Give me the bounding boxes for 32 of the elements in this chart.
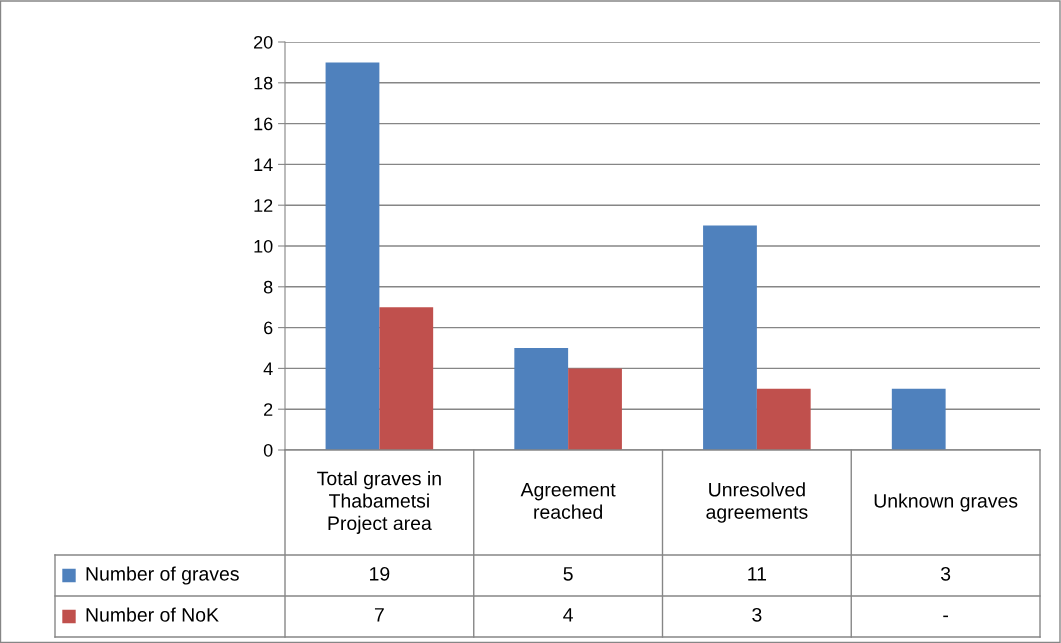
- y-tick-label: 12: [254, 199, 273, 212]
- bar: [891, 388, 946, 450]
- data-label: 3: [752, 607, 762, 622]
- data-label: 5: [563, 567, 573, 581]
- y-tick-label: 0: [263, 443, 273, 457]
- bar: [568, 368, 622, 450]
- bar: [379, 307, 434, 450]
- legend-label: Number of graves: [86, 566, 239, 585]
- y-tick-label: 2: [264, 403, 273, 416]
- y-tick-label: 6: [264, 321, 273, 335]
- y-tick-label: 20: [254, 35, 273, 49]
- x-tick-label: Unresolved agreements: [706, 482, 808, 523]
- data-label: 3: [940, 566, 951, 581]
- legend-label: Number of NoK: [86, 607, 219, 622]
- data-label: 11: [748, 567, 767, 581]
- data-label: 4: [563, 608, 573, 622]
- x-tick-label: Total graves in Thabametsi Project area: [317, 471, 441, 534]
- data-label: 19: [370, 566, 390, 581]
- x-tick-label: Unknown graves: [874, 493, 1018, 512]
- data-label: 7: [374, 608, 384, 622]
- text: -: [943, 615, 948, 618]
- y-tick-label: 16: [254, 117, 273, 131]
- bar: [325, 62, 380, 450]
- y-tick-label: 4: [263, 362, 273, 375]
- bar: [756, 388, 811, 450]
- y-tick-label: 18: [254, 76, 273, 90]
- y-tick-label: 14: [254, 158, 273, 171]
- bar: [514, 348, 569, 450]
- bar: [703, 225, 757, 450]
- y-tick-label: 10: [254, 239, 273, 253]
- x-tick-label: Agreement reached: [520, 482, 616, 519]
- y-tick-label: 8: [263, 280, 273, 294]
